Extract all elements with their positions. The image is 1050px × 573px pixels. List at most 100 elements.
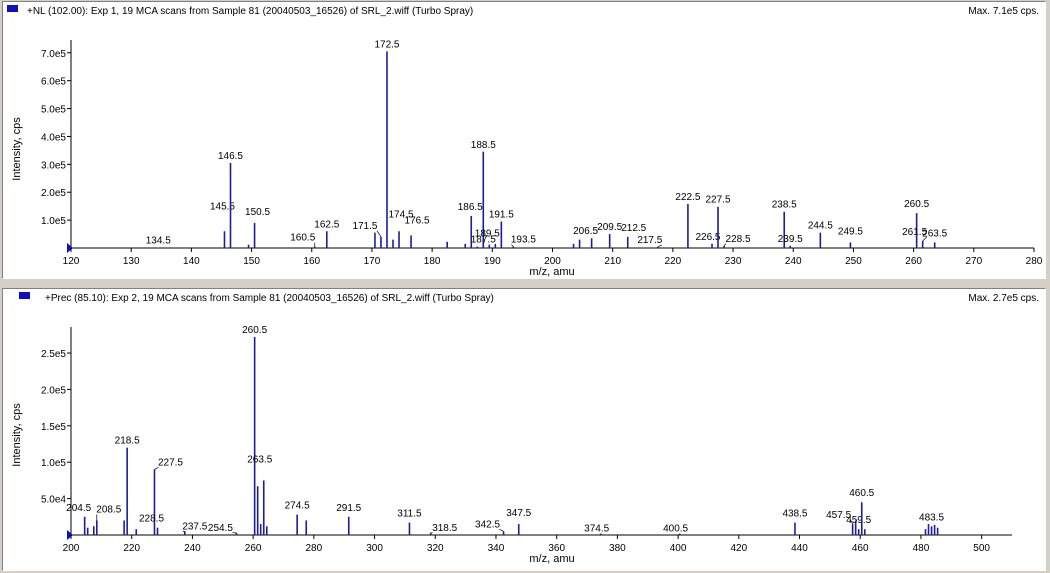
peak-label: 311.5 (397, 509, 422, 520)
chart-title: +Prec (85.10): Exp 2, 19 MCA scans from … (45, 293, 494, 304)
peak-label: 239.5 (778, 234, 803, 245)
x-tick-label: 220 (123, 543, 140, 554)
x-tick-label: 140 (183, 256, 200, 267)
y-tick-label: 5.0e5 (41, 105, 66, 116)
peak-label: 238.5 (772, 200, 797, 211)
peak-label: 171.5 (352, 221, 377, 232)
x-tick-label: 400 (670, 543, 687, 554)
peak-label: 162.5 (314, 219, 339, 230)
peak-label: 227.5 (158, 457, 183, 468)
x-tick-label: 360 (548, 543, 565, 554)
peak-label-leader (511, 244, 514, 247)
spectrum-chart-1[interactable]: +NL (102.00): Exp 1, 19 MCA scans from S… (3, 2, 1045, 278)
peak-label: 134.5 (146, 236, 171, 247)
peak-label: 193.5 (511, 235, 536, 246)
y-tick-label: 2.5e5 (41, 349, 66, 360)
peak-label-leader (922, 236, 927, 242)
peak-label: 150.5 (245, 207, 270, 218)
plot-area: 120 130 140 150 160 170 180 190 200 210 220 230 240 2… (41, 39, 1043, 267)
peak-label: 457.5 (826, 510, 851, 521)
x-tick-label: 180 (424, 256, 441, 267)
peak-label: 254.5 (208, 523, 233, 534)
peak-label: 347.5 (506, 508, 531, 519)
x-tick-label: 160 (303, 256, 320, 267)
peak-label: 160.5 (290, 233, 315, 244)
x-tick-label: 340 (488, 543, 505, 554)
peak-label-leader (850, 519, 853, 525)
peak-label-leader (376, 230, 382, 238)
peak-label: 208.5 (96, 504, 121, 515)
peak-label: 188.5 (471, 140, 496, 151)
peak-label: 217.5 (637, 235, 662, 246)
x-tick-label: 190 (484, 256, 501, 267)
peak-label: 438.5 (782, 509, 807, 520)
y-tick-label: 2.0e5 (41, 385, 66, 396)
peak-label: 191.5 (489, 210, 514, 221)
y-tick-label: 1.0e5 (41, 216, 66, 227)
x-tick-label: 260 (245, 543, 262, 554)
spectrum-panel-2[interactable]: +Prec (85.10): Exp 2, 19 MCA scans from … (2, 288, 1046, 571)
y-tick-label: 4.0e5 (41, 132, 66, 143)
peak-label: 228.5 (726, 234, 751, 245)
x-tick-label: 220 (665, 256, 682, 267)
peak-label: 146.5 (218, 151, 243, 162)
y-tick-label: 2.0e5 (41, 188, 66, 199)
x-tick-label: 130 (123, 256, 140, 267)
x-tick-label: 420 (730, 543, 747, 554)
spectrum-chart-2[interactable]: +Prec (85.10): Exp 2, 19 MCA scans from … (3, 289, 1045, 570)
y-tick-label: 1.0e5 (41, 458, 66, 469)
peak-label-leader (499, 529, 504, 532)
peak-label-leader (657, 244, 662, 248)
plot-area: 200 220 240 260 280 300 320 340 360 380 400 420 440 4… (41, 325, 1012, 554)
peak-label: 222.5 (675, 192, 700, 203)
peak-label: 318.5 (432, 523, 457, 534)
peak-label: 174.5 (389, 209, 414, 220)
peak-label: 209.5 (597, 222, 622, 233)
x-tick-label: 460 (852, 543, 869, 554)
x-tick-label: 480 (913, 543, 930, 554)
x-tick-label: 250 (845, 256, 862, 267)
peak-label: 274.5 (285, 501, 310, 512)
x-tick-label: 440 (791, 543, 808, 554)
x-tick-label: 210 (604, 256, 621, 267)
peak-label: 189.5 (475, 229, 500, 240)
peak-label: 186.5 (458, 202, 483, 213)
x-axis-title: m/z, amu (529, 266, 574, 278)
x-tick-label: 500 (973, 543, 990, 554)
y-tick-label: 3.0e5 (41, 160, 66, 171)
peak-label: 172.5 (374, 39, 399, 50)
peak-label: 227.5 (706, 195, 731, 206)
peak-label: 206.5 (573, 226, 598, 237)
peak-label: 176.5 (405, 215, 430, 226)
peak-label: 261.5 (902, 227, 927, 238)
x-tick-label: 280 (305, 543, 322, 554)
x-tick-label: 200 (544, 256, 561, 267)
y-tick-label: 7.0e5 (41, 49, 66, 60)
baseline-marker-icon (67, 530, 73, 540)
x-tick-label: 260 (905, 256, 922, 267)
peak-label: 244.5 (808, 221, 833, 232)
x-tick-label: 240 (785, 256, 802, 267)
y-tick-label: 5.0e4 (41, 495, 66, 506)
peak-label: 145.5 (210, 201, 235, 212)
peak-label: 226.5 (695, 232, 720, 243)
max-intensity: Max. 2.7e5 cps. (968, 293, 1039, 304)
peak-label: 260.5 (904, 199, 929, 210)
peak-label: 263.5 (247, 454, 272, 465)
max-intensity: Max. 7.1e5 cps. (968, 6, 1039, 17)
y-tick-label: 1.5e5 (41, 422, 66, 433)
x-tick-label: 120 (63, 256, 80, 267)
spectrum-panel-1[interactable]: +NL (102.00): Exp 1, 19 MCA scans from S… (2, 1, 1046, 279)
peak-label: 459.5 (846, 515, 871, 526)
x-tick-label: 200 (63, 543, 80, 554)
peak-label-leader (154, 467, 159, 470)
peak-label: 263.5 (922, 228, 947, 239)
x-tick-label: 380 (609, 543, 626, 554)
x-tick-label: 320 (427, 543, 444, 554)
peak-label: 249.5 (838, 226, 863, 237)
y-tick-label: 6.0e5 (41, 77, 66, 88)
x-tick-label: 170 (364, 256, 381, 267)
header-marker-icon (19, 292, 30, 299)
y-axis-title: Intensity, cps (11, 117, 23, 181)
y-axis-title: Intensity, cps (11, 403, 23, 467)
